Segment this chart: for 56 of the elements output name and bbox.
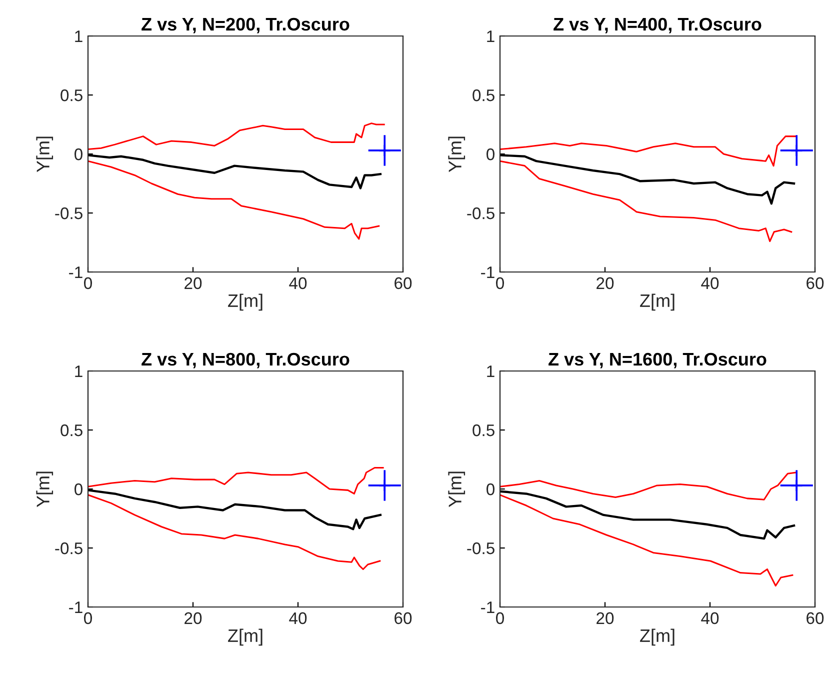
y-tick-label: -1 (69, 602, 82, 614)
y-axis-title: Y[m] (36, 472, 54, 508)
x-tick-label: 20 (596, 612, 614, 624)
y-tick-label: 0.5 (60, 424, 82, 436)
y-axis-title: Y[m] (36, 136, 54, 172)
x-tick-label: 40 (289, 277, 307, 290)
x-tick-label: 60 (806, 612, 824, 624)
x-tick-label: 40 (701, 277, 719, 290)
x-axis-title: Z[m] (228, 294, 262, 311)
line-series (88, 160, 380, 240)
y-axis-title: Y[m] (448, 136, 466, 172)
y-tick-label: -1 (481, 602, 494, 614)
chart-title: Z vs Y, N=800, Tr.Oscuro (142, 352, 350, 368)
y-tick-label: 0.5 (60, 89, 82, 102)
x-tick-label: 0 (496, 277, 504, 290)
line-series (88, 466, 384, 494)
line-series (500, 160, 792, 242)
y-tick-label: 0.5 (472, 89, 494, 102)
x-tick-label: 20 (596, 277, 614, 290)
line-series (500, 472, 797, 500)
chart-title: Z vs Y, N=1600, Tr.Oscuro (548, 352, 766, 368)
y-tick-label: -0.5 (467, 542, 494, 554)
x-tick-label: 60 (394, 612, 412, 624)
y-tick-label: 0.5 (472, 424, 494, 436)
x-tick-label: 60 (394, 277, 412, 290)
x-tick-label: 40 (701, 612, 719, 624)
x-axis-title: Z[m] (640, 294, 674, 311)
y-tick-label: 1 (75, 30, 82, 42)
x-tick-label: 0 (496, 612, 504, 624)
x-tick-label: 20 (184, 612, 202, 624)
line-series (500, 494, 794, 587)
y-tick-label: -0.5 (55, 542, 82, 554)
chart-title: Z vs Y, N=200, Tr.Oscuro (142, 18, 350, 34)
y-tick-label: -0.5 (467, 207, 494, 220)
y-tick-label: 1 (75, 366, 82, 378)
y-tick-label: 1 (487, 30, 494, 42)
y-tick-label: 0 (486, 483, 494, 496)
x-axis-title: Z[m] (228, 628, 262, 646)
chart-title: Z vs Y, N=400, Tr.Oscuro (554, 18, 762, 34)
line-series (88, 494, 381, 570)
x-tick-label: 40 (289, 612, 307, 624)
y-axis-title: Y[m] (448, 472, 466, 508)
x-tick-label: 20 (184, 277, 202, 290)
x-tick-label: 0 (84, 277, 92, 290)
y-tick-label: 0 (74, 148, 82, 160)
x-axis-title: Z[m] (640, 628, 674, 646)
x-tick-label: 0 (84, 612, 92, 624)
y-tick-label: 0 (74, 483, 82, 496)
y-tick-label: -1 (481, 266, 494, 278)
y-tick-label: -0.5 (55, 207, 82, 220)
line-series (88, 122, 385, 150)
x-tick-label: 60 (806, 277, 824, 290)
y-tick-label: 1 (487, 366, 494, 378)
y-tick-label: 0 (486, 148, 494, 160)
y-tick-label: -1 (69, 266, 82, 278)
line-series (500, 136, 797, 167)
